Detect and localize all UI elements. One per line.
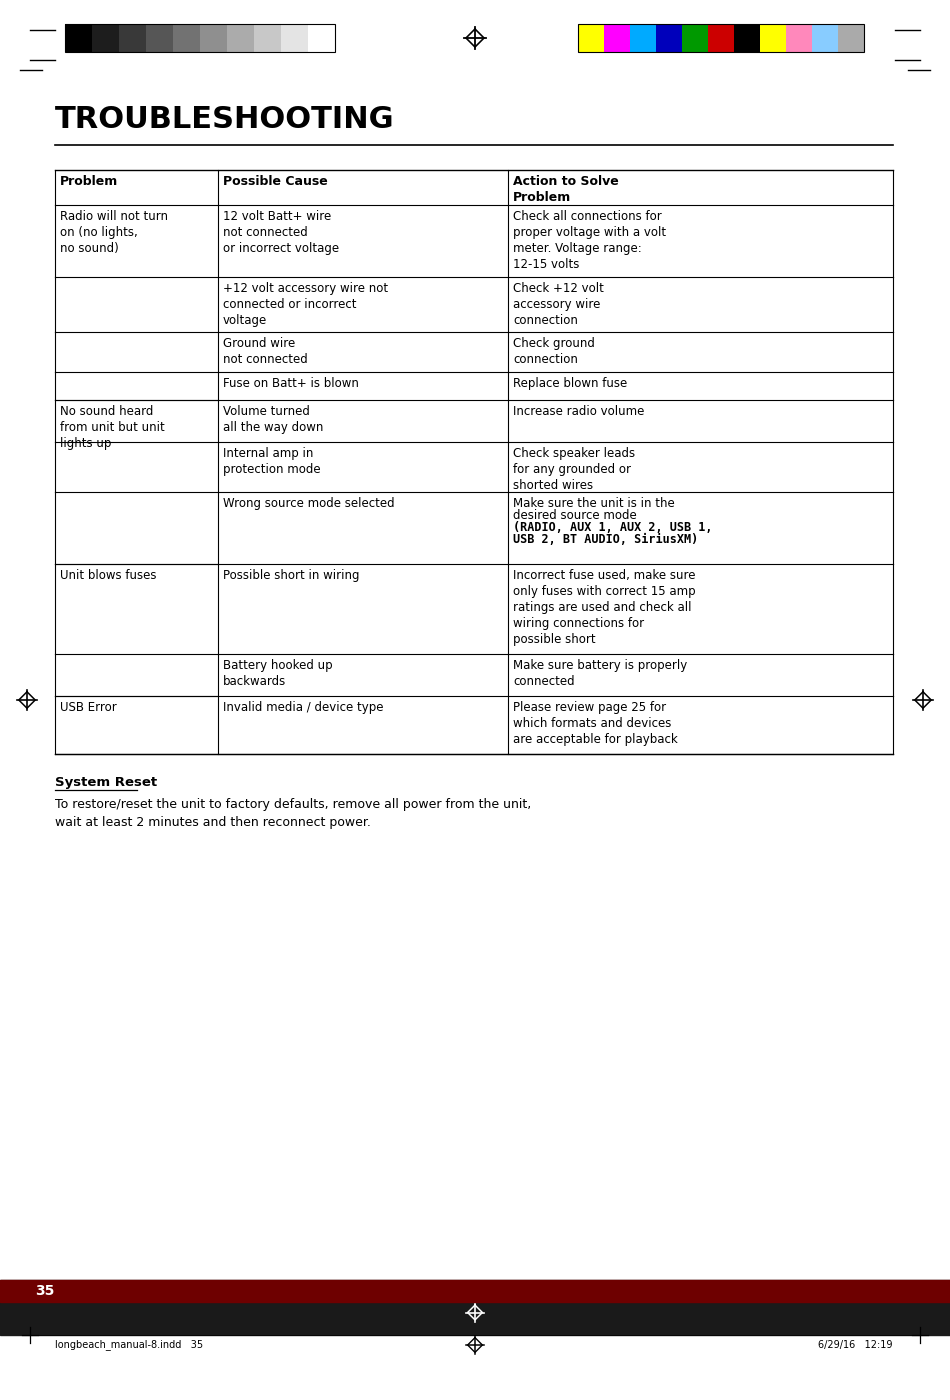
Text: Fuse on Batt+ is blown: Fuse on Batt+ is blown — [223, 377, 359, 391]
Text: Incorrect fuse used, make sure
only fuses with correct 15 amp
ratings are used a: Incorrect fuse used, make sure only fuse… — [513, 568, 695, 645]
Text: System Reset: System Reset — [55, 776, 157, 790]
Bar — [0, 1280, 950, 1302]
Text: TROUBLESHOOTING: TROUBLESHOOTING — [55, 105, 394, 134]
Bar — [604, 24, 630, 52]
Text: Check ground
connection: Check ground connection — [513, 337, 595, 365]
Bar — [227, 24, 254, 52]
Text: Make sure the unit is in the: Make sure the unit is in the — [513, 497, 674, 510]
Bar — [838, 24, 864, 52]
Text: 6/29/16   12:19: 6/29/16 12:19 — [819, 1340, 893, 1350]
Text: Replace blown fuse: Replace blown fuse — [513, 377, 627, 391]
Bar — [308, 24, 335, 52]
Text: No sound heard
from unit but unit
lights up: No sound heard from unit but unit lights… — [60, 405, 164, 449]
Bar — [682, 24, 708, 52]
Bar — [200, 24, 227, 52]
Text: Possible short in wiring: Possible short in wiring — [223, 568, 359, 582]
Text: Battery hooked up
backwards: Battery hooked up backwards — [223, 659, 332, 687]
Text: 35: 35 — [35, 1284, 54, 1298]
Bar — [92, 24, 119, 52]
Text: Check speaker leads
for any grounded or
shorted wires: Check speaker leads for any grounded or … — [513, 447, 636, 491]
Text: Radio will not turn
on (no lights,
no sound): Radio will not turn on (no lights, no so… — [60, 210, 168, 255]
Bar — [734, 24, 760, 52]
Text: Wrong source mode selected: Wrong source mode selected — [223, 497, 394, 510]
Bar — [254, 24, 281, 52]
Text: Invalid media / device type: Invalid media / device type — [223, 701, 384, 714]
Text: Check all connections for
proper voltage with a volt
meter. Voltage range:
12-15: Check all connections for proper voltage… — [513, 210, 666, 272]
Bar — [119, 24, 146, 52]
Bar — [786, 24, 812, 52]
Text: Ground wire
not connected: Ground wire not connected — [223, 337, 308, 365]
Text: To restore/reset the unit to factory defaults, remove all power from the unit,
w: To restore/reset the unit to factory def… — [55, 798, 531, 829]
Text: Increase radio volume: Increase radio volume — [513, 405, 644, 419]
Text: longbeach_manual-8.indd   35: longbeach_manual-8.indd 35 — [55, 1340, 203, 1351]
Bar — [578, 24, 604, 52]
Bar — [578, 24, 864, 52]
Bar — [173, 24, 200, 52]
Bar — [760, 24, 786, 52]
Text: USB Error: USB Error — [60, 701, 117, 714]
Bar — [0, 1280, 950, 1336]
Text: Please review page 25 for
which formats and devices
are acceptable for playback: Please review page 25 for which formats … — [513, 701, 677, 746]
Text: Possible Cause: Possible Cause — [223, 175, 328, 188]
Bar — [281, 24, 308, 52]
Text: USB 2, BT AUDIO, SiriusXM): USB 2, BT AUDIO, SiriusXM) — [513, 533, 698, 546]
Text: Make sure battery is properly
connected: Make sure battery is properly connected — [513, 659, 687, 687]
Text: Internal amp in
protection mode: Internal amp in protection mode — [223, 447, 320, 476]
Text: Action to Solve
Problem: Action to Solve Problem — [513, 175, 618, 204]
Text: Problem: Problem — [60, 175, 118, 188]
Text: Unit blows fuses: Unit blows fuses — [60, 568, 157, 582]
Bar — [0, 0, 950, 64]
Text: Volume turned
all the way down: Volume turned all the way down — [223, 405, 323, 434]
Text: 12 volt Batt+ wire
not connected
or incorrect voltage: 12 volt Batt+ wire not connected or inco… — [223, 210, 339, 255]
Text: Check +12 volt
accessory wire
connection: Check +12 volt accessory wire connection — [513, 281, 604, 328]
Bar — [65, 24, 335, 52]
Text: desired source mode: desired source mode — [513, 510, 636, 522]
Text: (RADIO, AUX 1, AUX 2, USB 1,: (RADIO, AUX 1, AUX 2, USB 1, — [513, 521, 712, 533]
Bar — [146, 24, 173, 52]
Bar — [656, 24, 682, 52]
Bar — [708, 24, 734, 52]
Bar — [812, 24, 838, 52]
Bar — [630, 24, 656, 52]
Text: +12 volt accessory wire not
connected or incorrect
voltage: +12 volt accessory wire not connected or… — [223, 281, 389, 328]
Bar — [65, 24, 92, 52]
